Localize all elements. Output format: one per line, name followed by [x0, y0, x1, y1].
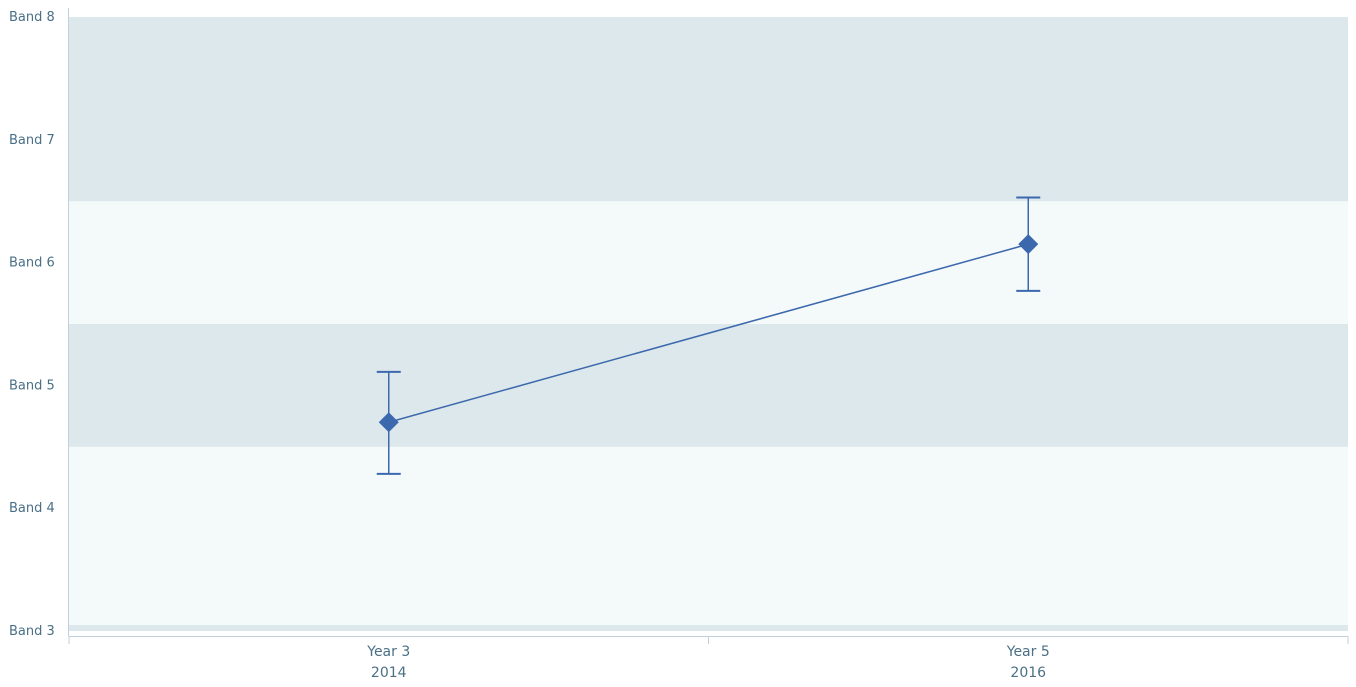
plot-bands — [69, 17, 1348, 631]
y-tick-label: Band 6 — [9, 256, 55, 271]
plot-band-3 — [69, 201, 1348, 324]
y-tick-label: Band 5 — [9, 378, 55, 393]
data-point-marker — [378, 412, 399, 433]
plot-band-4 — [69, 17, 1348, 202]
series-line — [388, 243, 1029, 423]
plot-band-1 — [69, 446, 1348, 625]
plot-band-2 — [69, 324, 1348, 447]
y-tick-label: Band 3 — [9, 624, 55, 639]
data-point-marker — [1018, 234, 1039, 255]
series-group — [376, 196, 1041, 475]
x-tick-label: Year 3 — [366, 644, 410, 660]
x-tick-sublabel: 2016 — [1010, 665, 1046, 681]
x-axis-ticks: Year 3 2014 Year 5 2016 — [68, 636, 1349, 681]
x-tick-label: Year 5 — [1006, 644, 1050, 660]
plot-band-0 — [69, 624, 1348, 631]
y-tick-label: Band 7 — [9, 133, 55, 148]
x-tick-sublabel: 2014 — [371, 665, 407, 681]
y-tick-label: Band 8 — [9, 10, 55, 25]
y-axis-ticks: Band 3 Band 4 Band 5 Band 6 Band 7 Band 8 — [9, 10, 55, 639]
y-tick-label: Band 4 — [9, 501, 55, 516]
